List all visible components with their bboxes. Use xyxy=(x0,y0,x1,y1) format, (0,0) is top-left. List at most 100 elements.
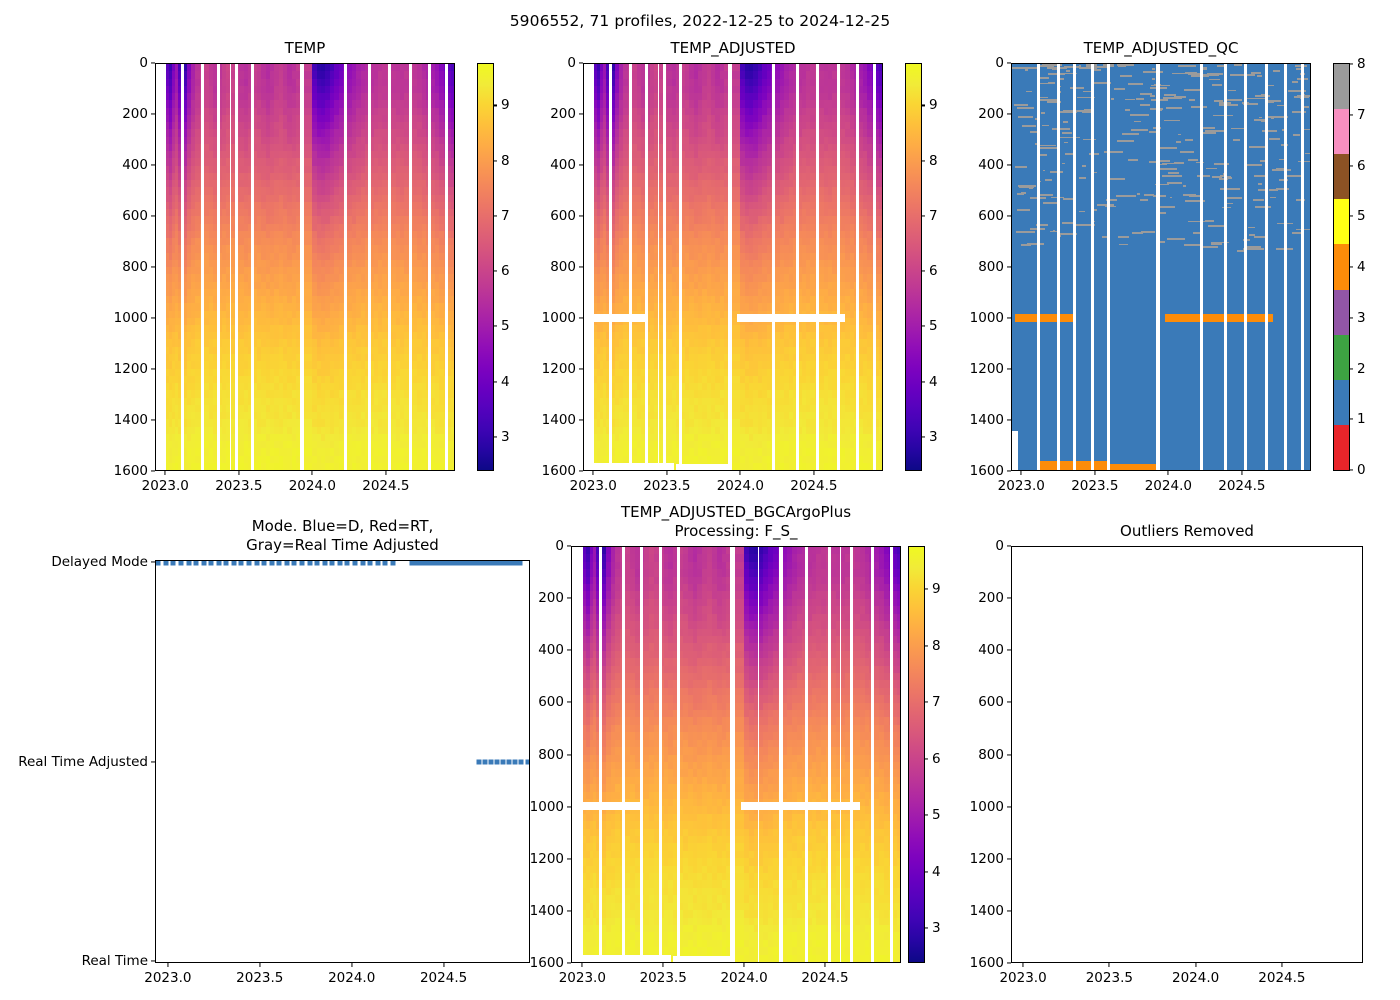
qc-flag-8-marker xyxy=(1061,221,1075,224)
qc-flag-8-marker xyxy=(1110,178,1126,180)
qc-flag-8-marker xyxy=(1254,235,1268,238)
profile-column xyxy=(239,64,244,470)
colorbar-tick-label: 4 xyxy=(493,374,510,390)
temp-adjusted-bgc-heatmap[interactable] xyxy=(572,547,900,962)
profile-column xyxy=(261,64,266,470)
x-tick-mark xyxy=(1281,963,1283,967)
qc-flag-8-marker xyxy=(1093,82,1099,85)
x-tick-label: 2023.0 xyxy=(998,471,1045,494)
qc-heatmap[interactable] xyxy=(1012,64,1310,470)
profile-column xyxy=(797,64,802,470)
qc-flag-8-marker xyxy=(1120,74,1133,77)
qc-flag-8-marker xyxy=(1096,203,1109,206)
profile-column xyxy=(876,64,880,470)
panel-mode-axes[interactable] xyxy=(155,560,530,963)
qc-flag-8-marker xyxy=(1256,75,1263,77)
qc-flag-8-marker xyxy=(1188,220,1206,223)
mode-marker xyxy=(322,561,328,566)
y-tick-label: 1000 xyxy=(970,310,1011,326)
qc-flag-8-marker xyxy=(1037,144,1056,147)
missing-profile-gap-major xyxy=(727,64,733,470)
qc-flag-8-marker xyxy=(1062,131,1072,134)
y-tick-mark xyxy=(567,753,571,756)
qc-flag-8-marker xyxy=(1104,151,1124,153)
temp-adjusted-colorbar[interactable]: 3 4 5 6 7 8 9 xyxy=(905,63,938,471)
qc-flag-8-marker xyxy=(1017,107,1035,109)
colorbar-tick-label: 5 xyxy=(921,318,938,334)
shallow-profile-gap xyxy=(156,431,163,470)
y-tick-label: 1400 xyxy=(530,903,571,919)
mode-marker xyxy=(512,759,518,764)
colorbar-tick-label: 7 xyxy=(921,208,938,224)
qc-flag-8-marker xyxy=(1058,77,1065,80)
panel-temp-title: TEMP xyxy=(155,39,455,58)
x-tick-label: 2023.5 xyxy=(215,471,262,494)
x-tick-label: 2023.0 xyxy=(999,963,1046,986)
qc-flag-8-marker xyxy=(1276,104,1286,107)
y-tick-mark xyxy=(1007,164,1011,166)
qc-flag-8-marker xyxy=(1205,220,1214,222)
y-tick-mark xyxy=(1007,368,1011,370)
qc-flag-8-marker xyxy=(1048,82,1055,85)
qc-flag-8-marker xyxy=(1266,84,1274,87)
temp-heatmap[interactable] xyxy=(156,64,454,470)
profile-column xyxy=(439,64,444,470)
x-tick-label: 2024.5 xyxy=(1258,963,1305,986)
qc-colorbar-segment-1 xyxy=(1334,379,1349,425)
temp-adjusted-heatmap[interactable] xyxy=(584,64,882,470)
temp-colorbar[interactable]: 3 4 5 6 7 8 9 xyxy=(477,63,510,471)
panel-temp-adjusted-axes[interactable] xyxy=(583,63,883,471)
qc-flag-8-marker xyxy=(1065,69,1070,72)
profile-column xyxy=(594,64,598,470)
mode-marker xyxy=(238,561,244,566)
y-tick-mark xyxy=(1007,701,1011,703)
mode-scatter[interactable] xyxy=(156,561,529,962)
qc-flag-8-marker xyxy=(1206,167,1218,170)
qc-flag-8-marker xyxy=(1187,73,1203,75)
y-tick-mark xyxy=(567,806,571,808)
missing-profile-gap xyxy=(795,64,799,470)
qc-colorbar[interactable]: 0 1 2 3 4 5 6 7 8 xyxy=(1333,56,1366,478)
qc-flag-8-marker xyxy=(1270,196,1276,199)
panel-temp-adjusted-bgc-axes[interactable] xyxy=(571,546,901,963)
qc-flag-8-marker xyxy=(1044,179,1053,181)
profile-column xyxy=(325,64,330,470)
x-tick-mark xyxy=(1020,471,1022,475)
qc-colorbar-tick-label: 5 xyxy=(1349,208,1366,224)
mode-marker xyxy=(518,759,524,764)
mode-marker xyxy=(500,759,506,764)
qc-flag-8-marker xyxy=(1185,200,1205,202)
profile-column xyxy=(421,64,427,470)
profile-column xyxy=(867,64,872,470)
y-tick-mark xyxy=(151,419,155,421)
outliers-plot-area[interactable] xyxy=(1012,547,1362,962)
temp-adjusted-bgc-colorbar[interactable]: 3 4 5 6 7 8 9 xyxy=(908,546,941,963)
profile-column xyxy=(749,64,754,470)
mode-marker xyxy=(208,561,214,566)
qc-flag-8-marker xyxy=(1092,171,1097,174)
qc-flag-8-marker xyxy=(1113,88,1125,91)
panel-temp-adjusted-qc-axes[interactable] xyxy=(1011,63,1311,471)
profile-column xyxy=(748,547,754,962)
y-tick-mark xyxy=(567,545,571,547)
y-tick-label: Real Time Adjusted xyxy=(18,754,155,770)
qc-flag-8-marker xyxy=(1223,175,1232,178)
qc-flag-8-marker xyxy=(1253,199,1264,201)
qc-flag-8-marker xyxy=(1038,147,1057,150)
qc-flag-8-marker xyxy=(1246,74,1255,76)
profile-column xyxy=(186,64,192,470)
qc-flag-8-marker xyxy=(1131,129,1149,132)
panel-temp-axes[interactable] xyxy=(155,63,455,471)
y-tick-mark xyxy=(1007,858,1011,860)
qc-flag-8-marker xyxy=(1183,88,1204,91)
profile-column xyxy=(269,64,275,470)
qc-colorbar-tick-mark xyxy=(1349,469,1353,471)
colorbar-tick-mark xyxy=(493,215,497,217)
profile-column xyxy=(821,547,827,962)
qc-flag-8-marker xyxy=(1213,114,1233,117)
mode-marker xyxy=(186,561,191,566)
qc-flag-8-marker xyxy=(1139,199,1148,202)
panel-outliers-removed-axes[interactable] xyxy=(1011,546,1363,963)
qc-colorbar-tick-mark xyxy=(1349,418,1353,420)
profile-column xyxy=(840,547,846,962)
